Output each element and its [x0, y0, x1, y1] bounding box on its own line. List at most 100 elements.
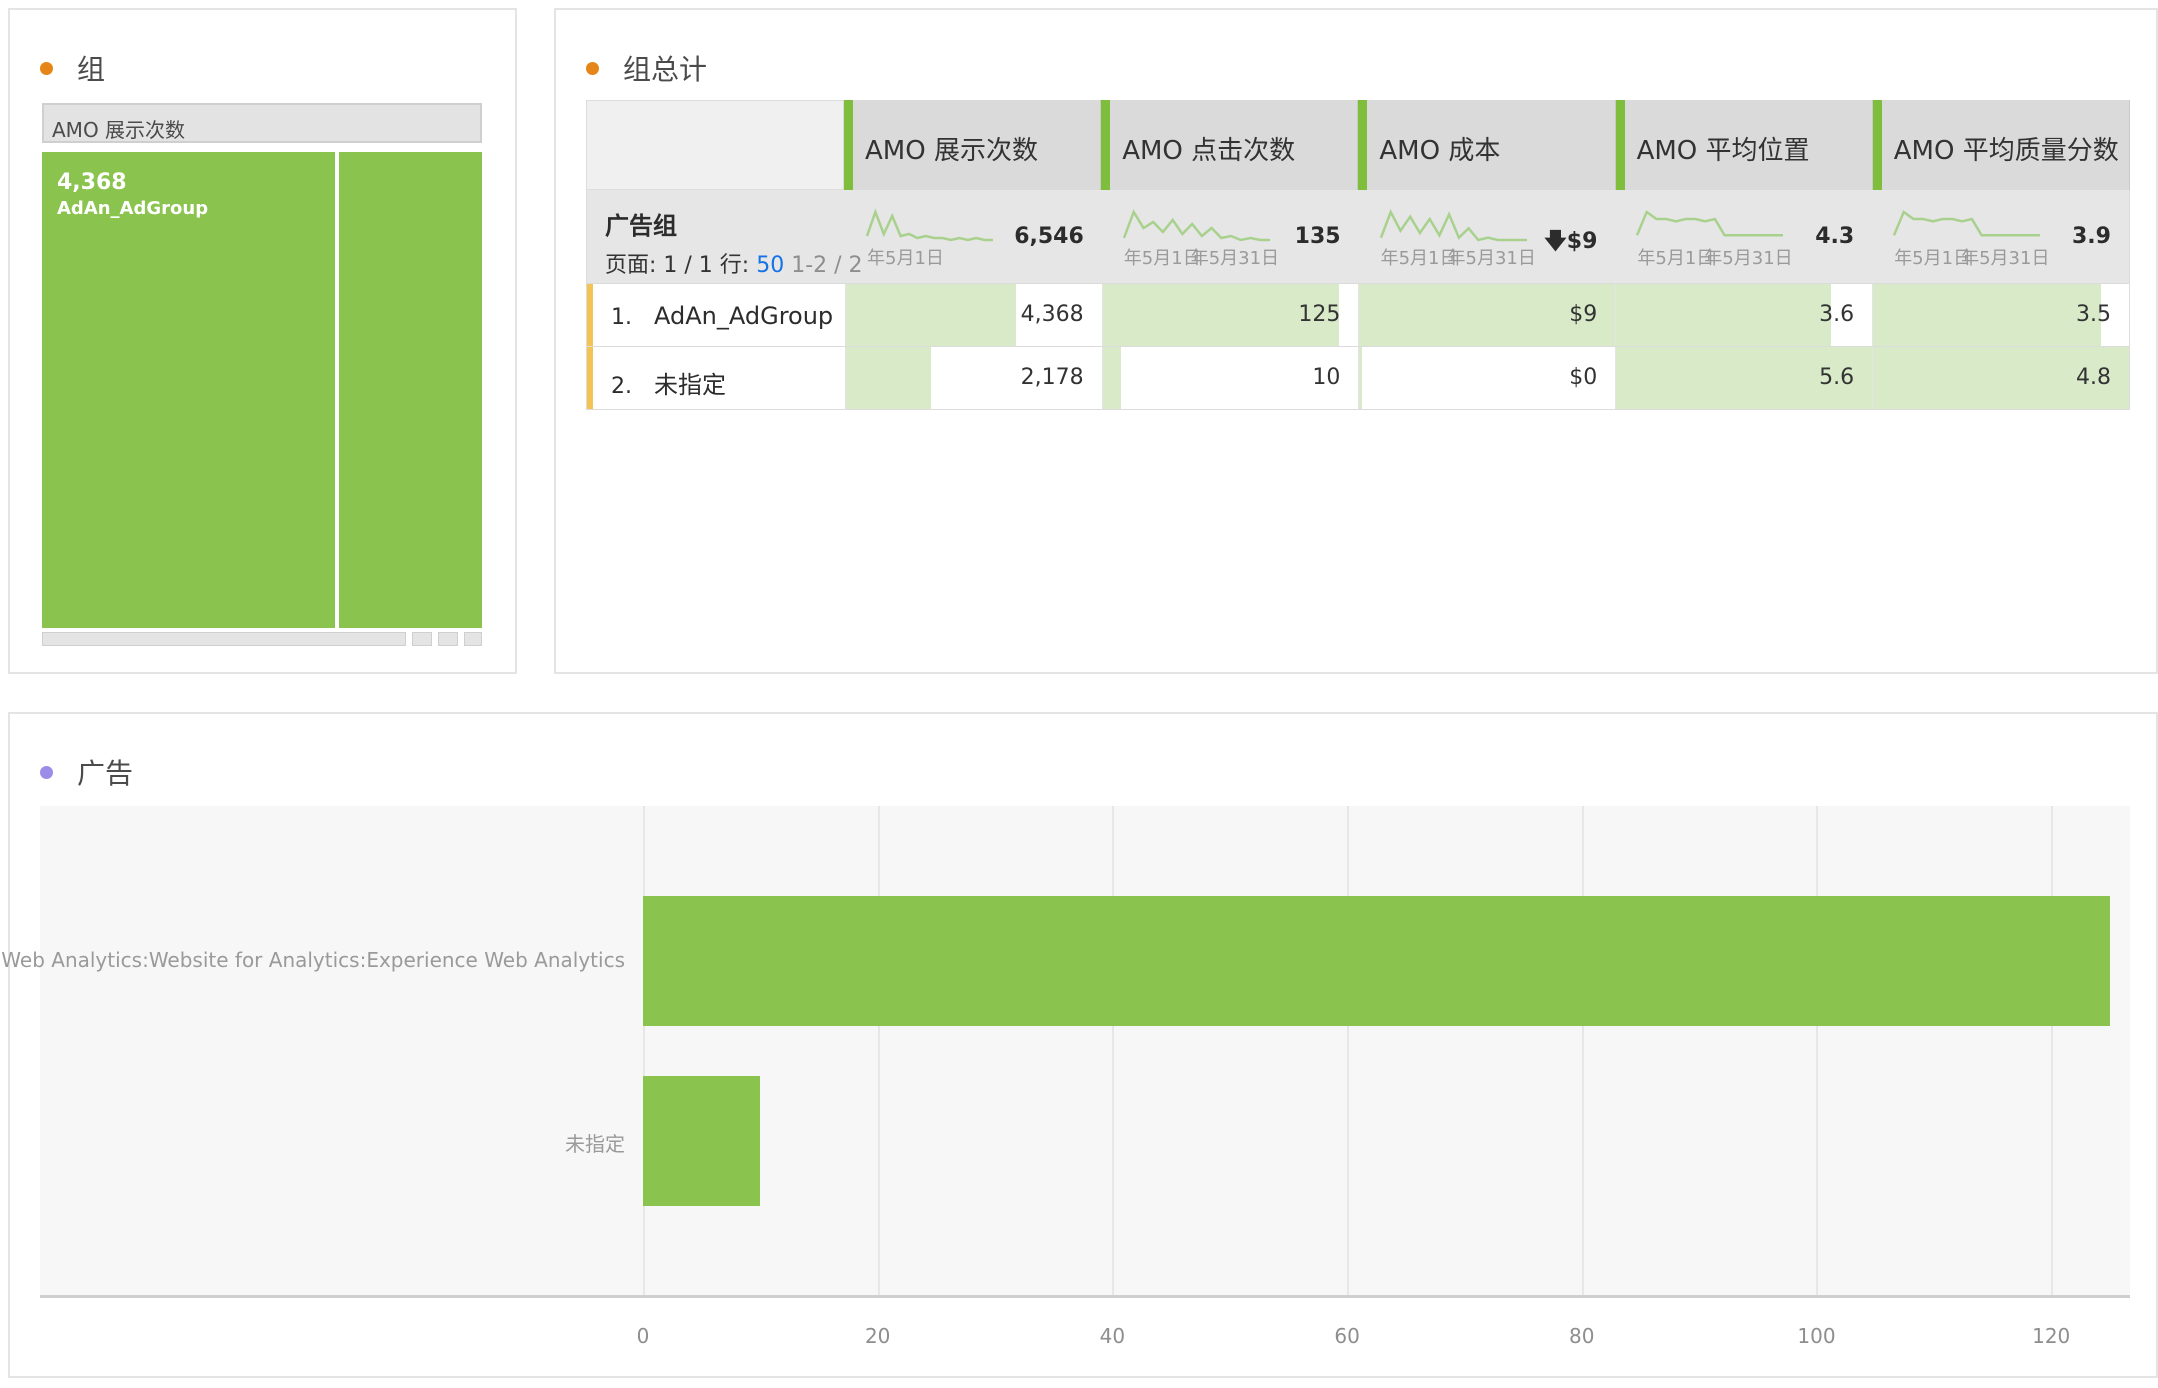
gridline — [877, 806, 880, 1295]
x-tick-label: 60 — [1334, 1324, 1360, 1348]
bar-chart-panel: 广告 Web Analytics:Website for Analytics:E… — [1, 712, 2158, 1378]
gridline — [1816, 806, 1819, 1295]
table-cell[interactable]: 2,178 — [844, 347, 1102, 409]
sparkline-path — [1636, 210, 1784, 237]
cell-fill-bar — [1873, 347, 2129, 409]
column-header[interactable]: AMO 成本 — [1358, 100, 1616, 190]
table-panel: 组总计 AMO 展示次数 AMO 点击次数 AMO 成本 AMO 平均位置 AM… — [554, 8, 2158, 674]
sparkline-path — [1893, 210, 2041, 237]
table-cell[interactable]: 10 — [1101, 347, 1359, 409]
panel-dot-icon — [586, 61, 599, 75]
drag-handle-icon[interactable] — [1361, 130, 1364, 162]
x-tick-label: 40 — [1099, 1324, 1126, 1348]
treemap-panel: 组 AMO 展示次数 4,368 AdAn_AdGroup — [8, 8, 517, 674]
table-title: 组总计 — [623, 53, 708, 86]
table-header-row: AMO 展示次数 AMO 点击次数 AMO 成本 AMO 平均位置 AMO 平均… — [586, 100, 2130, 190]
x-tick-label: 80 — [1569, 1324, 1595, 1348]
column-header[interactable]: AMO 平均位置 — [1615, 100, 1873, 190]
gridline — [1581, 806, 1584, 1295]
row-range: 1-2 / 2 — [791, 253, 863, 278]
panel-title: 广告 — [40, 752, 133, 792]
total-cell: 年5月1日年5月31日 3.9 — [1872, 190, 2129, 283]
gridline — [2051, 806, 2054, 1295]
table-cell[interactable]: $0 — [1358, 347, 1615, 409]
column-header[interactable]: AMO 点击次数 — [1101, 100, 1359, 190]
table-cell[interactable]: 125 — [1101, 284, 1359, 346]
cell-fill-bar — [1102, 347, 1122, 409]
table-row[interactable]: 2. 未指定 2,178 10 $0 5.6 4.8 — [586, 347, 2130, 410]
bar-category-label: Web Analytics:Website for Analytics:Expe… — [1, 948, 625, 972]
drag-handle-icon[interactable] — [1876, 130, 1879, 162]
dimension-header: 广告组 页面: 1 / 1 行: 50 1-2 / 2 — [587, 190, 863, 283]
panel-dot-icon — [40, 765, 53, 779]
bar-chart-title: 广告 — [77, 757, 134, 790]
bar[interactable] — [643, 896, 2110, 1026]
gridline — [1112, 806, 1115, 1295]
table-cell[interactable]: 4.8 — [1872, 347, 2129, 409]
treemap-scroll-btn[interactable] — [464, 632, 482, 646]
column-header[interactable]: AMO 展示次数 — [844, 100, 1102, 190]
sparkline-path — [1122, 209, 1270, 242]
sparkline-labels: 年5月1日年5月31日 — [1894, 248, 2050, 269]
freeform-table: AMO 展示次数 AMO 点击次数 AMO 成本 AMO 平均位置 AMO 平均… — [586, 100, 2130, 410]
bar[interactable] — [643, 1076, 761, 1206]
table-cell[interactable]: 3.6 — [1615, 284, 1872, 346]
row-label[interactable]: 2. 未指定 — [587, 347, 845, 409]
column-total: 135 — [1294, 224, 1341, 249]
cell-fill-bar — [1102, 284, 1340, 346]
total-cell: 年5月1日年5月31日 135 — [1102, 190, 1359, 283]
drag-handle-icon[interactable] — [1619, 130, 1622, 162]
drag-handle-icon[interactable] — [1104, 130, 1107, 162]
treemap-scrollbar[interactable] — [42, 632, 406, 646]
treemap-cell-adgroup[interactable]: 4,368 AdAn_AdGroup — [42, 152, 335, 628]
row-label[interactable]: 1. AdAn_AdGroup — [587, 284, 845, 346]
table-cell[interactable]: 5.6 — [1615, 347, 1873, 409]
sparkline — [1122, 209, 1270, 242]
panel-title: 组总计 — [586, 48, 707, 88]
treemap-metric-header[interactable]: AMO 展示次数 — [42, 103, 482, 143]
total-cell: 年5月1日 6,546 — [845, 190, 1102, 283]
cell-fill-bar — [845, 284, 1017, 346]
pagination: 页面: 1 / 1 行: 50 1-2 / 2 — [605, 253, 863, 278]
table-row[interactable]: 1. AdAn_AdGroup 4,368 125 $9 3.6 3.5 — [586, 284, 2130, 347]
sparkline-labels: 年5月1日 — [867, 248, 944, 269]
table-header-corner — [586, 100, 844, 190]
treemap-scroll-btn[interactable] — [438, 632, 458, 646]
cell-fill-bar — [1616, 347, 1873, 409]
bar-chart-plot: Web Analytics:Website for Analytics:Expe… — [1, 806, 2130, 1298]
gridline — [1347, 806, 1350, 1295]
sparkline — [1379, 208, 1527, 242]
x-tick-label: 0 — [636, 1324, 650, 1348]
total-cell: 年5月1日年5月31日 🡇$9 — [1359, 190, 1616, 283]
sparkline — [1636, 210, 1784, 237]
arrow-down-icon: 🡇 — [1544, 229, 1567, 254]
x-tick-label: 20 — [864, 1324, 891, 1348]
rows-per-page-select[interactable]: 50 — [756, 253, 785, 278]
column-total: 3.9 — [2072, 224, 2111, 249]
column-header[interactable]: AMO 平均质量分数 — [1872, 100, 2130, 190]
sparkline-labels: 年5月1日年5月31日 — [1123, 248, 1280, 269]
sparkline — [865, 208, 993, 242]
cell-fill-bar — [845, 347, 931, 409]
panel-dot-icon — [40, 61, 53, 75]
x-tick-label: 100 — [1797, 1324, 1836, 1348]
sparkline-labels: 年5月1日年5月31日 — [1380, 248, 1536, 269]
bar-category-label: 未指定 — [565, 1132, 625, 1156]
column-total: 6,546 — [1014, 224, 1084, 249]
sparkline-path — [1379, 208, 1527, 242]
gridline — [643, 806, 645, 1295]
cell-fill-bar — [1359, 284, 1616, 346]
treemap-scroll-btn[interactable] — [412, 632, 432, 646]
cell-fill-bar — [1616, 284, 1832, 346]
treemap-cell-value: 4,368 — [57, 170, 127, 195]
table-cell[interactable]: 3.5 — [1872, 284, 2129, 346]
total-cell: 年5月1日年5月31日 4.3 — [1615, 190, 1872, 283]
drag-handle-icon[interactable] — [847, 130, 850, 162]
column-total: 🡇$9 — [1544, 229, 1598, 254]
treemap-cell-unspecified[interactable] — [339, 152, 482, 628]
dimension-title[interactable]: 广告组 — [605, 212, 677, 240]
sparkline-path — [865, 208, 993, 242]
table-cell[interactable]: 4,368 — [844, 284, 1102, 346]
sparkline — [1893, 210, 2041, 237]
table-cell[interactable]: $9 — [1358, 284, 1616, 346]
